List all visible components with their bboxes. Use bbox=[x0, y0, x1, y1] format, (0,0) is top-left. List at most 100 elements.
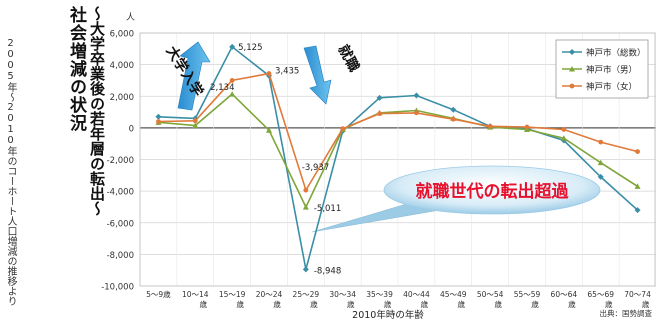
x-tick-label-suffix: 歳 bbox=[421, 299, 429, 309]
x-tick-label-suffix: 歳 bbox=[200, 299, 208, 309]
x-tick-label: 60～64 bbox=[551, 290, 578, 299]
x-tick-label: 50～54 bbox=[477, 290, 504, 299]
data-point bbox=[561, 127, 567, 132]
callout-text: 就職世代の転出超過 bbox=[416, 181, 570, 202]
data-point bbox=[597, 173, 604, 180]
y-tick-label: -10,000 bbox=[101, 283, 134, 293]
series-layer bbox=[155, 43, 641, 273]
data-point bbox=[560, 135, 567, 141]
y-tick-label: -6,000 bbox=[107, 219, 134, 229]
data-point bbox=[155, 113, 162, 120]
y-tick-label: -8,000 bbox=[107, 251, 134, 261]
data-label: -3,937 bbox=[302, 163, 329, 173]
axis-layer: 6,000 4,000 2,000 0 -2,000 -4,000 -6,000 -8,000… bbox=[101, 12, 652, 320]
x-tick-label: 30～34 bbox=[329, 290, 356, 299]
series-line bbox=[158, 93, 639, 209]
data-label: 5,125 bbox=[238, 43, 262, 53]
data-point bbox=[635, 149, 640, 154]
y-tick-label: -2,000 bbox=[107, 156, 134, 166]
x-tick-label-suffix: 歳 bbox=[236, 299, 244, 309]
data-point bbox=[302, 204, 309, 210]
x-tick-label: 25～29 bbox=[293, 290, 320, 299]
x-tick-label-suffix: 歳 bbox=[642, 299, 650, 309]
legend: 神戸市（総数） 神戸市（男） 神戸市（女） bbox=[555, 39, 649, 99]
data-point bbox=[487, 123, 493, 129]
legend-label: 神戸市（総数） bbox=[586, 48, 646, 59]
data-point bbox=[303, 187, 309, 193]
data-point bbox=[192, 122, 199, 129]
data-label: -8,948 bbox=[314, 266, 341, 276]
x-tick-label: 45～49 bbox=[440, 290, 467, 299]
source-note: 出典：国勢調査 bbox=[600, 308, 653, 318]
page-subtitle: ～大学卒業後の若年層の転出～ bbox=[88, 6, 106, 216]
x-tick-label: 55～59 bbox=[514, 290, 541, 299]
y-axis-label: 人 bbox=[126, 12, 135, 23]
data-point bbox=[413, 92, 420, 99]
x-tick-label: 65～69 bbox=[587, 290, 614, 299]
data-point bbox=[634, 207, 641, 214]
data-point bbox=[156, 119, 161, 124]
grid-layer bbox=[139, 32, 656, 287]
data-point bbox=[524, 124, 530, 130]
series-line bbox=[158, 72, 638, 193]
x-tick-label-suffix: 歳 bbox=[310, 299, 318, 309]
y-tick-label: 0 bbox=[129, 124, 134, 134]
legend-marker bbox=[569, 66, 575, 72]
x-tick-label: 35～39 bbox=[366, 290, 393, 299]
arrow-up-icon bbox=[177, 41, 211, 111]
x-tick-label: 5～9歳 bbox=[146, 289, 171, 299]
page-note: 2005年～2010年のコーホート人口増減の推移より bbox=[5, 38, 16, 306]
data-label: 3,435 bbox=[275, 67, 299, 77]
data-point bbox=[229, 91, 236, 97]
data-point bbox=[377, 111, 382, 117]
x-tick-label-suffix: 歳 bbox=[384, 299, 392, 309]
callout-bubble bbox=[383, 165, 601, 215]
legend-label: 神戸市（男） bbox=[586, 65, 637, 76]
x-tick-label-suffix: 歳 bbox=[347, 299, 355, 309]
x-tick-label-suffix: 歳 bbox=[568, 299, 576, 309]
plot-frame bbox=[139, 32, 656, 287]
data-point bbox=[302, 266, 309, 273]
data-point bbox=[266, 71, 272, 76]
x-tick-label-suffix: 歳 bbox=[273, 299, 281, 309]
data-point bbox=[450, 106, 457, 113]
data-point bbox=[340, 126, 346, 132]
arrow-down-icon bbox=[303, 45, 332, 105]
data-point bbox=[414, 110, 419, 116]
data-point bbox=[192, 118, 198, 124]
x-tick-label: 15～19 bbox=[219, 290, 246, 299]
x-tick-label: 40～44 bbox=[403, 290, 430, 299]
data-point bbox=[266, 127, 272, 133]
data-label: 2,134 bbox=[210, 83, 234, 93]
series-line bbox=[158, 45, 639, 270]
x-tick-label: 20～24 bbox=[256, 290, 283, 299]
page-title: 社会増減の状況 bbox=[66, 6, 86, 132]
data-point bbox=[229, 43, 236, 50]
x-tick-label-suffix: 歳 bbox=[531, 299, 539, 309]
legend-label: 神戸市（女） bbox=[586, 82, 637, 93]
data-point bbox=[450, 116, 456, 122]
data-point bbox=[598, 139, 604, 145]
legend-marker bbox=[569, 49, 575, 55]
legend-marker bbox=[569, 83, 575, 89]
y-tick-label: 4,000 bbox=[110, 61, 134, 71]
data-point bbox=[597, 159, 604, 166]
y-tick-label: 2,000 bbox=[110, 93, 134, 103]
x-tick-label: 10～14 bbox=[182, 290, 209, 299]
x-tick-label: 70～74 bbox=[624, 290, 651, 299]
data-point bbox=[229, 78, 235, 83]
x-axis-label: 2010年時の年齢 bbox=[352, 309, 424, 320]
data-point bbox=[376, 94, 383, 101]
data-label-layer: 5,125 2,134 3,435 -3,937 -5,011 -8,948 bbox=[210, 43, 341, 277]
y-tick-label: -4,000 bbox=[107, 188, 134, 198]
x-tick-label-suffix: 歳 bbox=[494, 299, 502, 309]
x-tick-label-suffix: 歳 bbox=[458, 299, 466, 309]
data-label: -5,011 bbox=[314, 204, 341, 214]
x-tick-label-suffix: 歳 bbox=[605, 299, 613, 309]
arrow-down-label: 就職 bbox=[334, 42, 362, 75]
y-tick-label: 6,000 bbox=[110, 30, 134, 40]
data-point bbox=[634, 183, 641, 189]
